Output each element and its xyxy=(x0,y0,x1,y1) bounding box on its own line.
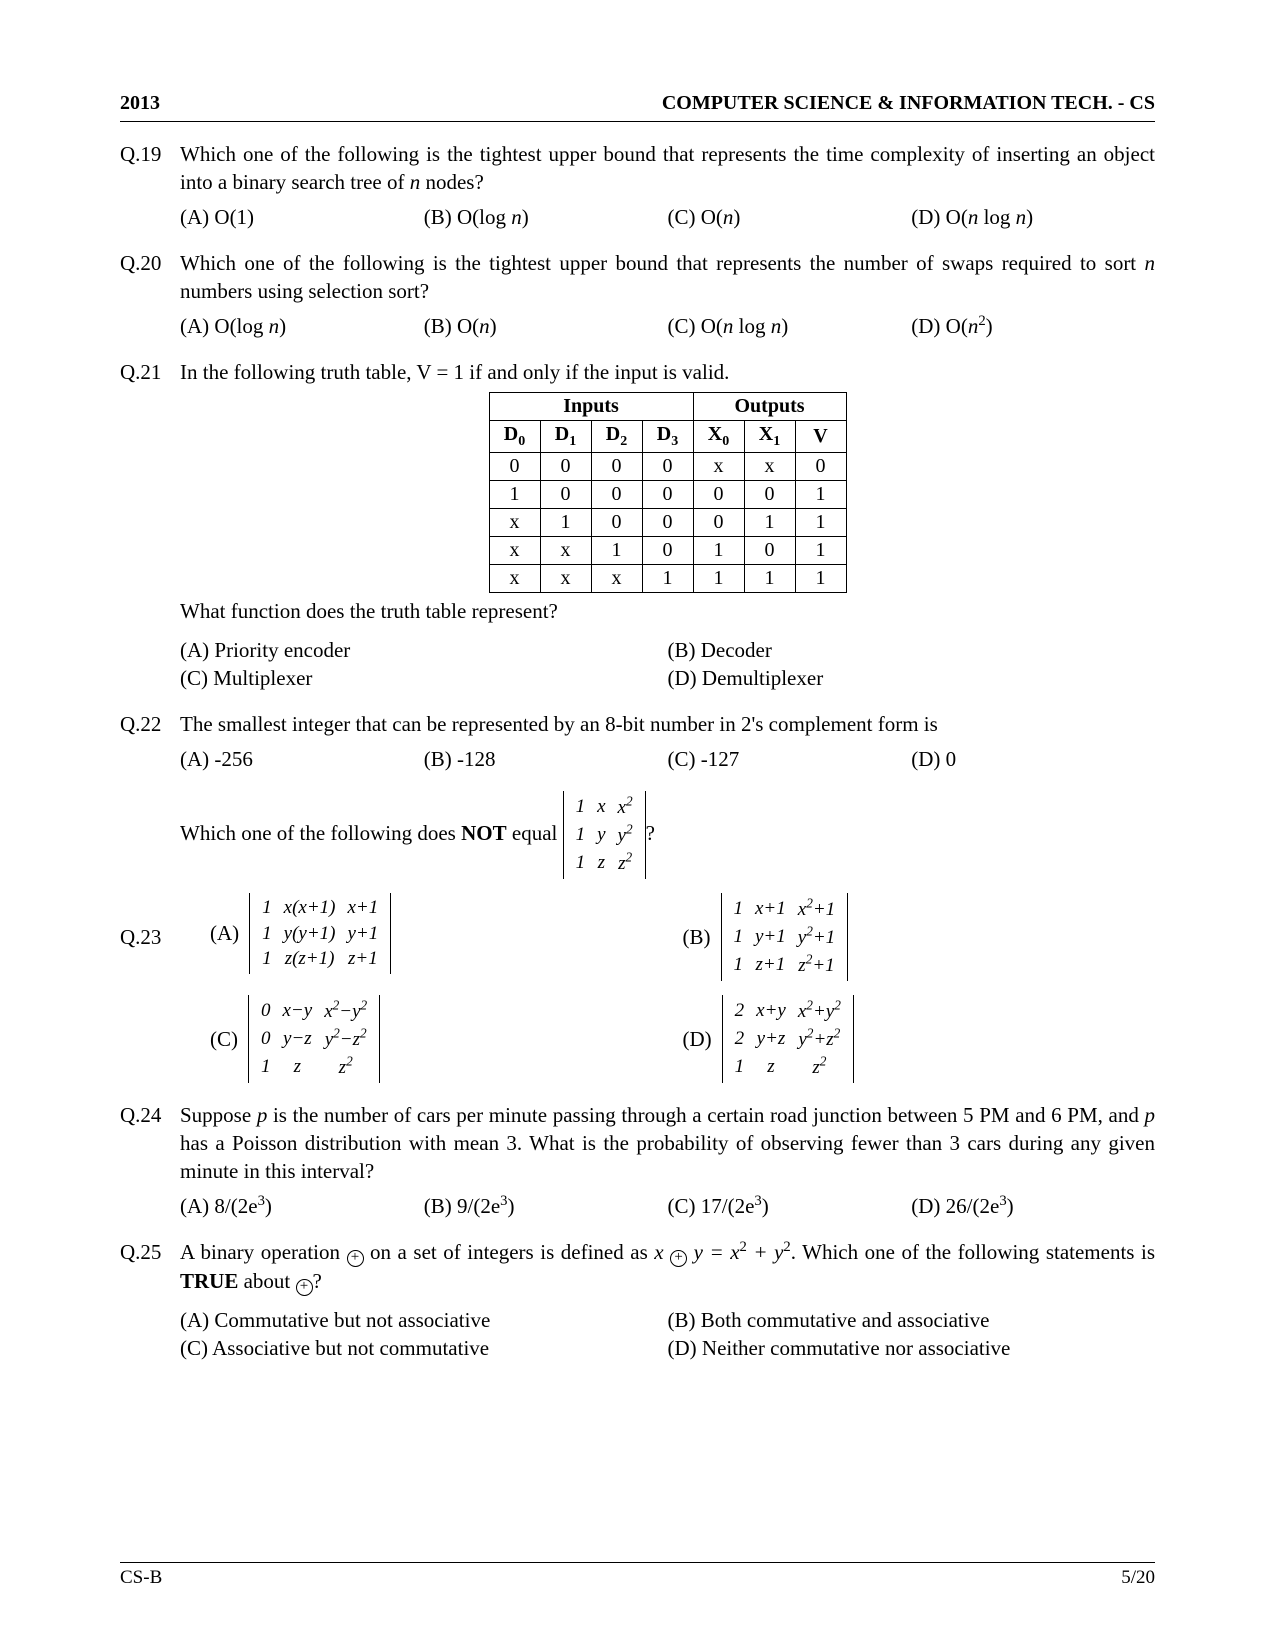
q23-opt-a: (A) 1x(x+1)x+11y(y+1)y+11z(z+1)z+1 xyxy=(180,893,683,974)
q24-opt-a: (A) 8/(2e3) xyxy=(180,1192,424,1220)
q19-number: Q.19 xyxy=(120,140,180,231)
q20-number: Q.20 xyxy=(120,249,180,340)
col-header: V xyxy=(795,421,846,453)
q25-opt-b: (B) Both commutative and associative xyxy=(668,1306,1156,1334)
q23-opt-b: (B) 1x+1x2+11y+1y2+11z+1z2+1 xyxy=(683,893,1156,981)
q21-opt-a: (A) Priority encoder xyxy=(180,636,668,664)
q23-det0: 1xx21yy21zz2 xyxy=(563,791,646,879)
q25-body: A binary operation + on a set of integer… xyxy=(180,1238,1155,1363)
q20-opt-a: (A) O(log n) xyxy=(180,312,424,340)
q25-number: Q.25 xyxy=(120,1238,180,1363)
q23-row1: (A) 1x(x+1)x+11y(y+1)y+11z(z+1)z+1 (B) 1… xyxy=(180,893,1155,981)
q21-number: Q.21 xyxy=(120,358,180,692)
col-header: X0 xyxy=(693,421,744,453)
q20-opt-b: (B) O(n) xyxy=(424,312,668,340)
inputs-header: Inputs xyxy=(489,393,693,421)
col-headers: D0D1D2D3X0X1V xyxy=(489,421,846,453)
q22-options: (A) -256 (B) -128 (C) -127 (D) 0 xyxy=(180,745,1155,773)
q19-text: Which one of the following is the tighte… xyxy=(180,142,1155,194)
q22-number: Q.22 xyxy=(120,710,180,773)
q20-opt-d: (D) O(n2) xyxy=(911,312,1155,340)
table-row: xxx1111 xyxy=(489,565,846,593)
table-row: x100011 xyxy=(489,509,846,537)
header-year: 2013 xyxy=(120,90,160,117)
question-21: Q.21 In the following truth table, V = 1… xyxy=(120,358,1155,692)
q21-text: In the following truth table, V = 1 if a… xyxy=(180,360,729,384)
q24-opt-c: (C) 17/(2e3) xyxy=(668,1192,912,1220)
q22-opt-d: (D) 0 xyxy=(911,745,1155,773)
q21-options: (A) Priority encoder (C) Multiplexer (B)… xyxy=(180,636,1155,693)
q21-body: In the following truth table, V = 1 if a… xyxy=(180,358,1155,692)
question-20: Q.20 Which one of the following is the t… xyxy=(120,249,1155,340)
q22-opt-b: (B) -128 xyxy=(424,745,668,773)
question-24: Q.24 Suppose p is the number of cars per… xyxy=(120,1101,1155,1220)
question-19: Q.19 Which one of the following is the t… xyxy=(120,140,1155,231)
q25-opt-c: (C) Associative but not commutative xyxy=(180,1334,668,1362)
oplus-icon: + xyxy=(670,1250,687,1267)
question-22: Q.22 The smallest integer that can be re… xyxy=(120,710,1155,773)
q24-opt-d: (D) 26/(2e3) xyxy=(911,1192,1155,1220)
q21-opt-d: (D) Demultiplexer xyxy=(668,664,1156,692)
q24-body: Suppose p is the number of cars per minu… xyxy=(180,1101,1155,1220)
col-header: D0 xyxy=(489,421,540,453)
q22-opt-a: (A) -256 xyxy=(180,745,424,773)
q25-opt-d: (D) Neither commutative nor associative xyxy=(668,1334,1156,1362)
q25-options: (A) Commutative but not associative (C) … xyxy=(180,1306,1155,1363)
table-row: 1000001 xyxy=(489,481,846,509)
q23-row2: (C) 0x−yx2−y20y−zy2−z21zz2 (D) 2x+yx2+y2… xyxy=(180,995,1155,1083)
q19-opt-c: (C) O(n) xyxy=(668,203,912,231)
q24-text: Suppose p is the number of cars per minu… xyxy=(180,1103,1155,1184)
q24-number: Q.24 xyxy=(120,1101,180,1220)
page-footer: CS-B 5/20 xyxy=(120,1562,1155,1591)
q21-truth-table: Inputs Outputs D0D1D2D3X0X1V 0000xx01000… xyxy=(489,392,847,593)
col-header: D1 xyxy=(540,421,591,453)
col-header: X1 xyxy=(744,421,795,453)
q23-body: Which one of the following does NOT equa… xyxy=(180,791,1155,1083)
col-header: D3 xyxy=(642,421,693,453)
question-23: Q.23 Which one of the following does NOT… xyxy=(120,791,1155,1083)
q21-opt-b: (B) Decoder xyxy=(668,636,1156,664)
q20-options: (A) O(log n) (B) O(n) (C) O(n log n) (D)… xyxy=(180,312,1155,340)
q19-options: (A) O(1) (B) O(log n) (C) O(n) (D) O(n l… xyxy=(180,203,1155,231)
q20-text: Which one of the following is the tighte… xyxy=(180,251,1155,303)
table-row: xx10101 xyxy=(489,537,846,565)
footer-right: 5/20 xyxy=(1121,1565,1155,1591)
q19-opt-d: (D) O(n log n) xyxy=(911,203,1155,231)
q25-text: A binary operation + on a set of integer… xyxy=(180,1240,1155,1293)
q23-text: Which one of the following does NOT equa… xyxy=(180,821,655,845)
q24-options: (A) 8/(2e3) (B) 9/(2e3) (C) 17/(2e3) (D)… xyxy=(180,1192,1155,1220)
q22-body: The smallest integer that can be represe… xyxy=(180,710,1155,773)
col-header: D2 xyxy=(591,421,642,453)
q20-opt-c: (C) O(n log n) xyxy=(668,312,912,340)
q23-opt-c: (C) 0x−yx2−y20y−zy2−z21zz2 xyxy=(180,995,683,1083)
exam-page: 2013 COMPUTER SCIENCE & INFORMATION TECH… xyxy=(0,0,1275,1651)
q19-opt-b: (B) O(log n) xyxy=(424,203,668,231)
question-25: Q.25 A binary operation + on a set of in… xyxy=(120,1238,1155,1363)
q23-number: Q.23 xyxy=(120,923,180,951)
q23-opt-d: (D) 2x+yx2+y22y+zy2+z21zz2 xyxy=(683,995,1156,1083)
q19-opt-a: (A) O(1) xyxy=(180,203,424,231)
page-header: 2013 COMPUTER SCIENCE & INFORMATION TECH… xyxy=(120,90,1155,122)
q21-after-text: What function does the truth table repre… xyxy=(180,599,558,623)
table-row: 0000xx0 xyxy=(489,453,846,481)
q19-body: Which one of the following is the tighte… xyxy=(180,140,1155,231)
header-subject: COMPUTER SCIENCE & INFORMATION TECH. - C… xyxy=(662,90,1155,117)
oplus-icon: + xyxy=(347,1250,364,1267)
q24-opt-b: (B) 9/(2e3) xyxy=(424,1192,668,1220)
q22-text: The smallest integer that can be represe… xyxy=(180,712,938,736)
q20-body: Which one of the following is the tighte… xyxy=(180,249,1155,340)
q25-opt-a: (A) Commutative but not associative xyxy=(180,1306,668,1334)
oplus-icon: + xyxy=(296,1279,313,1296)
footer-left: CS-B xyxy=(120,1565,162,1591)
q22-opt-c: (C) -127 xyxy=(668,745,912,773)
outputs-header: Outputs xyxy=(693,393,846,421)
q21-opt-c: (C) Multiplexer xyxy=(180,664,668,692)
